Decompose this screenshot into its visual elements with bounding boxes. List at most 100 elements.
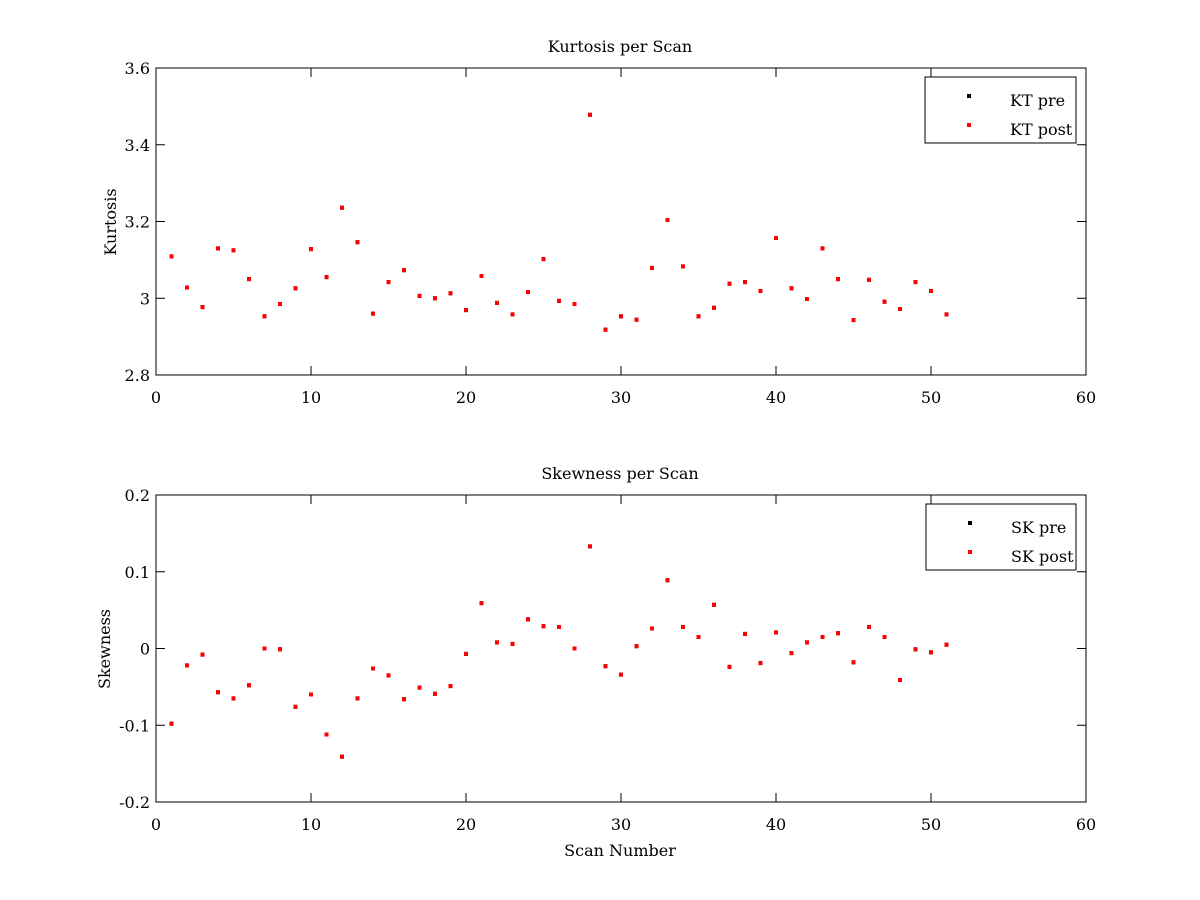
kurtosis-point-post bbox=[371, 311, 375, 316]
skewness-point-post bbox=[479, 601, 484, 606]
kurtosis-point-post bbox=[479, 274, 484, 278]
skewness-point-post bbox=[758, 661, 763, 666]
kurtosis-subplot: Kurtosis per Scan Kurtosis 0 10 20 30 40 50 60… bbox=[101, 37, 1096, 407]
kurtosis-point-post bbox=[355, 240, 360, 245]
skewness-x-tick-label: 20 bbox=[456, 815, 476, 834]
kurtosis-point-post bbox=[696, 314, 701, 319]
kurtosis-x-tick-label: 30 bbox=[611, 388, 631, 407]
skewness-point-post bbox=[231, 696, 236, 701]
skewness-y-tick-label: 0.2 bbox=[125, 486, 150, 505]
skewness-legend-marker-post bbox=[968, 550, 972, 554]
kurtosis-x-tick-label: 60 bbox=[1076, 388, 1096, 407]
kurtosis-plot-frame bbox=[155, 67, 1087, 376]
skewness-point-post bbox=[696, 635, 701, 639]
kurtosis-point-post bbox=[541, 257, 546, 262]
kurtosis-legend-label-post: KT post bbox=[1010, 120, 1073, 139]
kurtosis-point-post bbox=[743, 280, 747, 285]
kurtosis-point-post bbox=[944, 312, 949, 317]
kurtosis-point-post bbox=[200, 305, 205, 310]
kurtosis-point-post bbox=[727, 281, 732, 286]
skewness-legend-label-post: SK post bbox=[1011, 547, 1074, 566]
skewness-x-tick-label: 40 bbox=[766, 815, 786, 834]
skewness-y-tick-label: -0.2 bbox=[119, 793, 150, 812]
kurtosis-point-post bbox=[774, 236, 778, 240]
skewness-point-post bbox=[836, 631, 840, 636]
kurtosis-points bbox=[169, 112, 949, 332]
kurtosis-point-post bbox=[402, 268, 406, 273]
kurtosis-point-post bbox=[572, 302, 577, 306]
kurtosis-point-post bbox=[712, 305, 716, 310]
kurtosis-point-post bbox=[510, 312, 515, 317]
kurtosis-point-post bbox=[495, 300, 499, 305]
kurtosis-point-post bbox=[231, 248, 236, 253]
kurtosis-y-tick-label: 2.8 bbox=[125, 366, 150, 385]
skewness-point-post bbox=[743, 631, 747, 636]
skewness-point-post bbox=[929, 650, 933, 655]
kurtosis-point-post bbox=[526, 290, 530, 295]
kurtosis-title: Kurtosis per Scan bbox=[548, 37, 692, 56]
skewness-point-post bbox=[882, 635, 887, 639]
kurtosis-point-post bbox=[650, 265, 654, 270]
skewness-point-post bbox=[619, 672, 623, 677]
kurtosis-point-post bbox=[867, 277, 871, 282]
kurtosis-point-post bbox=[665, 218, 670, 222]
skewness-point-post bbox=[185, 663, 189, 668]
kurtosis-point-post bbox=[247, 277, 251, 282]
kurtosis-point-post bbox=[820, 246, 825, 251]
kurtosis-point-post bbox=[836, 277, 840, 282]
skewness-point-post bbox=[309, 692, 313, 697]
skewness-point-post bbox=[588, 544, 592, 549]
kurtosis-point-post bbox=[324, 275, 329, 280]
skewness-point-post bbox=[278, 647, 282, 652]
skewness-point-post bbox=[386, 673, 391, 678]
skewness-point-post bbox=[262, 646, 267, 651]
kurtosis-legend: KT pre KT post bbox=[924, 76, 1077, 144]
skewness-y-tick-label: 0.1 bbox=[125, 563, 150, 582]
kurtosis-x-tick-label: 40 bbox=[766, 388, 786, 407]
skewness-point-post bbox=[247, 683, 251, 688]
kurtosis-point-post bbox=[789, 286, 794, 291]
skewness-point-post bbox=[448, 684, 453, 689]
skewness-x-tick-label: 30 bbox=[611, 815, 631, 834]
kurtosis-y-axis-label: Kurtosis bbox=[101, 188, 120, 255]
kurtosis-point-post bbox=[882, 299, 887, 304]
kurtosis-point-post bbox=[278, 302, 282, 306]
kurtosis-y-tick-label: 3 bbox=[140, 289, 150, 308]
kurtosis-legend-box bbox=[924, 76, 1077, 144]
skewness-point-post bbox=[200, 652, 205, 657]
skewness-point-post bbox=[526, 617, 530, 622]
kurtosis-legend-label-pre: KT pre bbox=[1010, 91, 1065, 110]
kurtosis-x-tick-label: 0 bbox=[151, 388, 161, 407]
kurtosis-point-post bbox=[603, 327, 608, 332]
kurtosis-point-post bbox=[619, 314, 623, 319]
kurtosis-point-post bbox=[386, 280, 391, 285]
skewness-legend: SK pre SK post bbox=[925, 503, 1077, 571]
kurtosis-point-post bbox=[216, 246, 220, 251]
kurtosis-point-post bbox=[169, 254, 174, 259]
skewness-x-tick-label: 50 bbox=[921, 815, 941, 834]
skewness-point-post bbox=[712, 602, 716, 607]
skewness-y-tick-label: 0 bbox=[140, 640, 150, 659]
kurtosis-point-post bbox=[340, 205, 344, 210]
kurtosis-point-post bbox=[588, 112, 592, 117]
kurtosis-legend-marker-pre bbox=[967, 94, 971, 98]
skewness-point-post bbox=[603, 664, 608, 669]
kurtosis-point-post bbox=[448, 291, 453, 296]
skewness-point-post bbox=[650, 626, 654, 631]
skewness-point-post bbox=[820, 635, 825, 639]
skewness-point-post bbox=[417, 685, 422, 690]
skewness-points bbox=[169, 544, 949, 759]
skewness-point-post bbox=[774, 630, 778, 635]
kurtosis-point-post bbox=[433, 296, 437, 301]
skewness-point-post bbox=[293, 704, 298, 709]
skewness-point-post bbox=[572, 646, 577, 651]
skewness-point-post bbox=[324, 732, 329, 737]
kurtosis-y-tick-label: 3.6 bbox=[125, 59, 150, 78]
skewness-point-post bbox=[665, 578, 670, 583]
skewness-point-post bbox=[371, 666, 375, 671]
skewness-point-post bbox=[913, 647, 918, 652]
kurtosis-point-post bbox=[758, 289, 763, 293]
skewness-x-tick-label: 10 bbox=[301, 815, 321, 834]
